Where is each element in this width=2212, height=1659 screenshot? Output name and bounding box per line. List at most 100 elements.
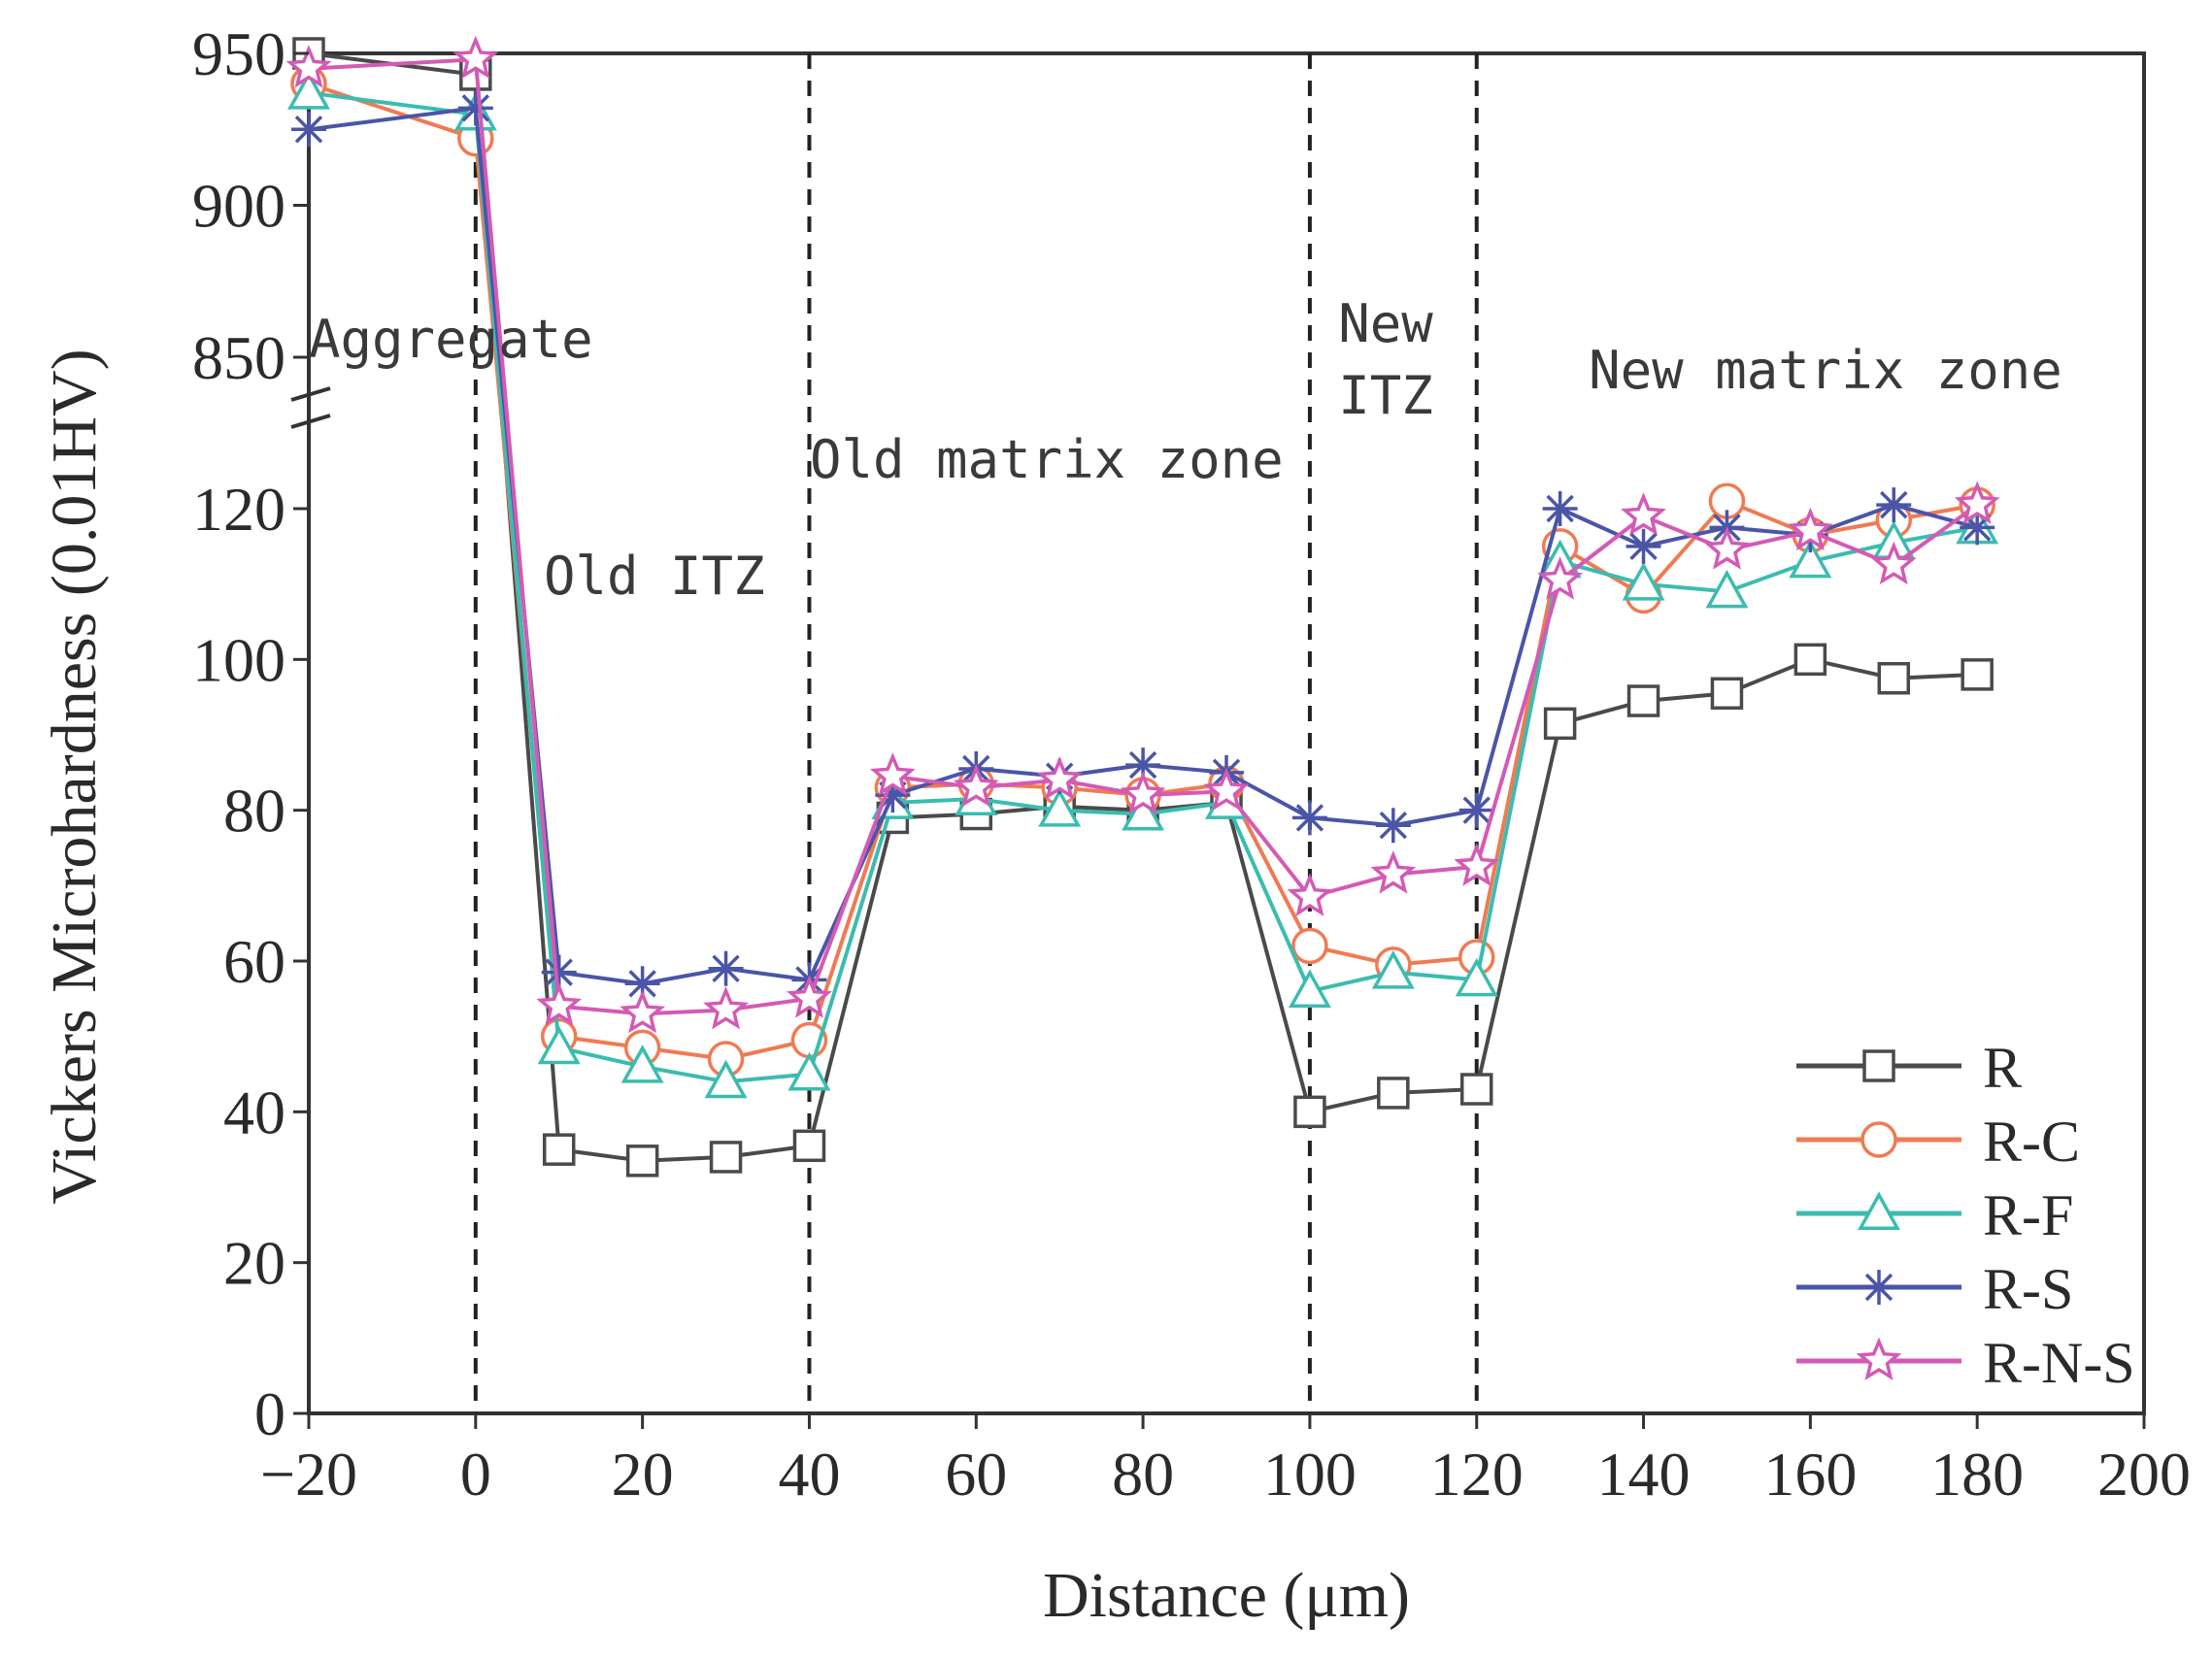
y-tick-label: 60 [223, 927, 285, 996]
series-line-r-f [308, 90, 1978, 1084]
x-tick-label: 200 [2097, 1440, 2191, 1509]
data-point-r-s [1876, 487, 1912, 523]
zone-label-new-matrix: New matrix zone [1589, 340, 2062, 401]
zone-label-aggregate: Aggregate [309, 309, 593, 370]
y-tick-label: 850 [192, 323, 285, 392]
data-point-r-s [1458, 792, 1494, 828]
data-point-r-n-s [1370, 850, 1417, 894]
data-point-r-n-s [1537, 556, 1584, 600]
zone-label-new-itz-line1: New [1338, 293, 1433, 354]
x-axis-title: Distance (μm) [1043, 1560, 1410, 1631]
data-point-r [1877, 662, 1911, 695]
data-point-r-n-s [1120, 771, 1166, 814]
data-point-r-s [541, 954, 577, 990]
data-point-r-f [704, 1059, 748, 1099]
data-point-r-s [457, 90, 493, 126]
data-point-r [625, 1145, 659, 1178]
series-line-r-s [308, 106, 1978, 986]
data-point-r [1961, 658, 1994, 691]
legend-label: R-S [1983, 1257, 2073, 1321]
data-point-r-f [537, 1025, 581, 1065]
data-point-r-f [1122, 791, 1165, 831]
data-point-r-n-s [1954, 481, 2000, 525]
data-point-r-s [708, 950, 744, 986]
data-point-r [709, 1141, 743, 1174]
x-tick-label: 180 [1930, 1440, 2024, 1509]
data-point-r [1626, 684, 1660, 717]
y-tick-label: 40 [223, 1078, 285, 1146]
data-point-r-n-s [869, 752, 916, 796]
data-point-r-f [1455, 957, 1498, 997]
zone-label-old-itz: Old ITZ [544, 546, 765, 607]
data-point-r-f [1622, 562, 1665, 601]
legend-label: R-N-S [1983, 1331, 2135, 1395]
data-point-r-n-s [1454, 843, 1500, 886]
data-point-r-f [1371, 950, 1415, 989]
legend-item-r-s: R-S [1796, 1257, 2073, 1321]
data-point-r-s [1125, 747, 1161, 783]
legend-label: R-F [1983, 1183, 2073, 1247]
x-tick-label: 120 [1430, 1440, 1524, 1509]
data-point-r-f [1789, 539, 1832, 579]
series-layer [285, 35, 2000, 1178]
zone-label-new-itz-line2: ITZ [1338, 365, 1433, 426]
legend: R R-C R-F R-S R-N-S [1796, 1036, 2135, 1395]
x-tick-label: 20 [612, 1440, 674, 1509]
x-tick-label: 160 [1763, 1440, 1857, 1509]
data-point-r-n-s [452, 35, 499, 80]
y-tick-label: 950 [192, 19, 285, 88]
data-point-r-s [624, 966, 660, 1002]
x-tick-label: 60 [945, 1440, 1007, 1509]
data-point-r-s [1625, 528, 1661, 564]
data-point-r-f [287, 71, 330, 110]
data-point-r-f [1705, 569, 1749, 609]
x-tick-label: 0 [460, 1440, 491, 1509]
legend-marker [1861, 1270, 1896, 1305]
data-point-r-n-s [1870, 541, 1917, 585]
data-point-r-n-s [787, 975, 832, 1018]
data-point-r-n-s [1203, 767, 1250, 812]
data-point-r-s [1960, 510, 1995, 546]
y-tick-label: 900 [192, 172, 285, 241]
legend-marker [1856, 1337, 1902, 1380]
zone-label-old-matrix: Old matrix zone [810, 429, 1284, 490]
legend-item-r: R [1796, 1036, 2022, 1100]
series-r-n-s [285, 35, 2000, 1034]
x-tick-label: 140 [1597, 1440, 1691, 1509]
legend-marker [1860, 1121, 1897, 1158]
data-point-r-n-s [953, 763, 999, 808]
data-point-r-n-s [1287, 873, 1333, 916]
data-point-r-s [291, 112, 326, 148]
data-point-r-n-s [285, 45, 332, 88]
legend-item-r-n-s: R-N-S [1796, 1331, 2135, 1395]
data-point-r [1793, 643, 1827, 677]
x-tick-label: 40 [778, 1440, 840, 1509]
data-point-r [1377, 1077, 1410, 1110]
legend-label: R-C [1983, 1110, 2080, 1174]
data-point-r-n-s [703, 985, 749, 1030]
legend-marker [1858, 1191, 1900, 1230]
data-point-r-f [1288, 969, 1331, 1009]
data-point-r-n-s [1704, 526, 1750, 570]
x-tick-label: 80 [1112, 1440, 1174, 1509]
data-point-r-f [1038, 788, 1082, 827]
data-point-r-f [788, 1051, 831, 1091]
y-tick-label: 20 [223, 1229, 285, 1298]
data-point-r-s [875, 778, 911, 813]
data-point-r-n-s [620, 989, 666, 1034]
data-point-r [542, 1133, 576, 1166]
axis-break-mark [290, 386, 331, 429]
axis-ticks: −20 0 20 40 60 80 100 120 140 160 180 2000204060801… [192, 19, 2191, 1509]
data-point-r-f [620, 1045, 664, 1083]
data-point-r-s [1375, 808, 1411, 844]
y-tick-label: 80 [223, 777, 285, 846]
data-point-r [1710, 677, 1744, 711]
x-tick-label: 100 [1263, 1440, 1357, 1509]
y-tick-label: 0 [254, 1379, 285, 1448]
series-r-f [287, 71, 1999, 1099]
legend-label: R [1983, 1036, 2022, 1100]
legend-item-r-f: R-F [1796, 1183, 2073, 1247]
data-point-r-c [1291, 927, 1328, 965]
plot-frame [307, 51, 2146, 1415]
